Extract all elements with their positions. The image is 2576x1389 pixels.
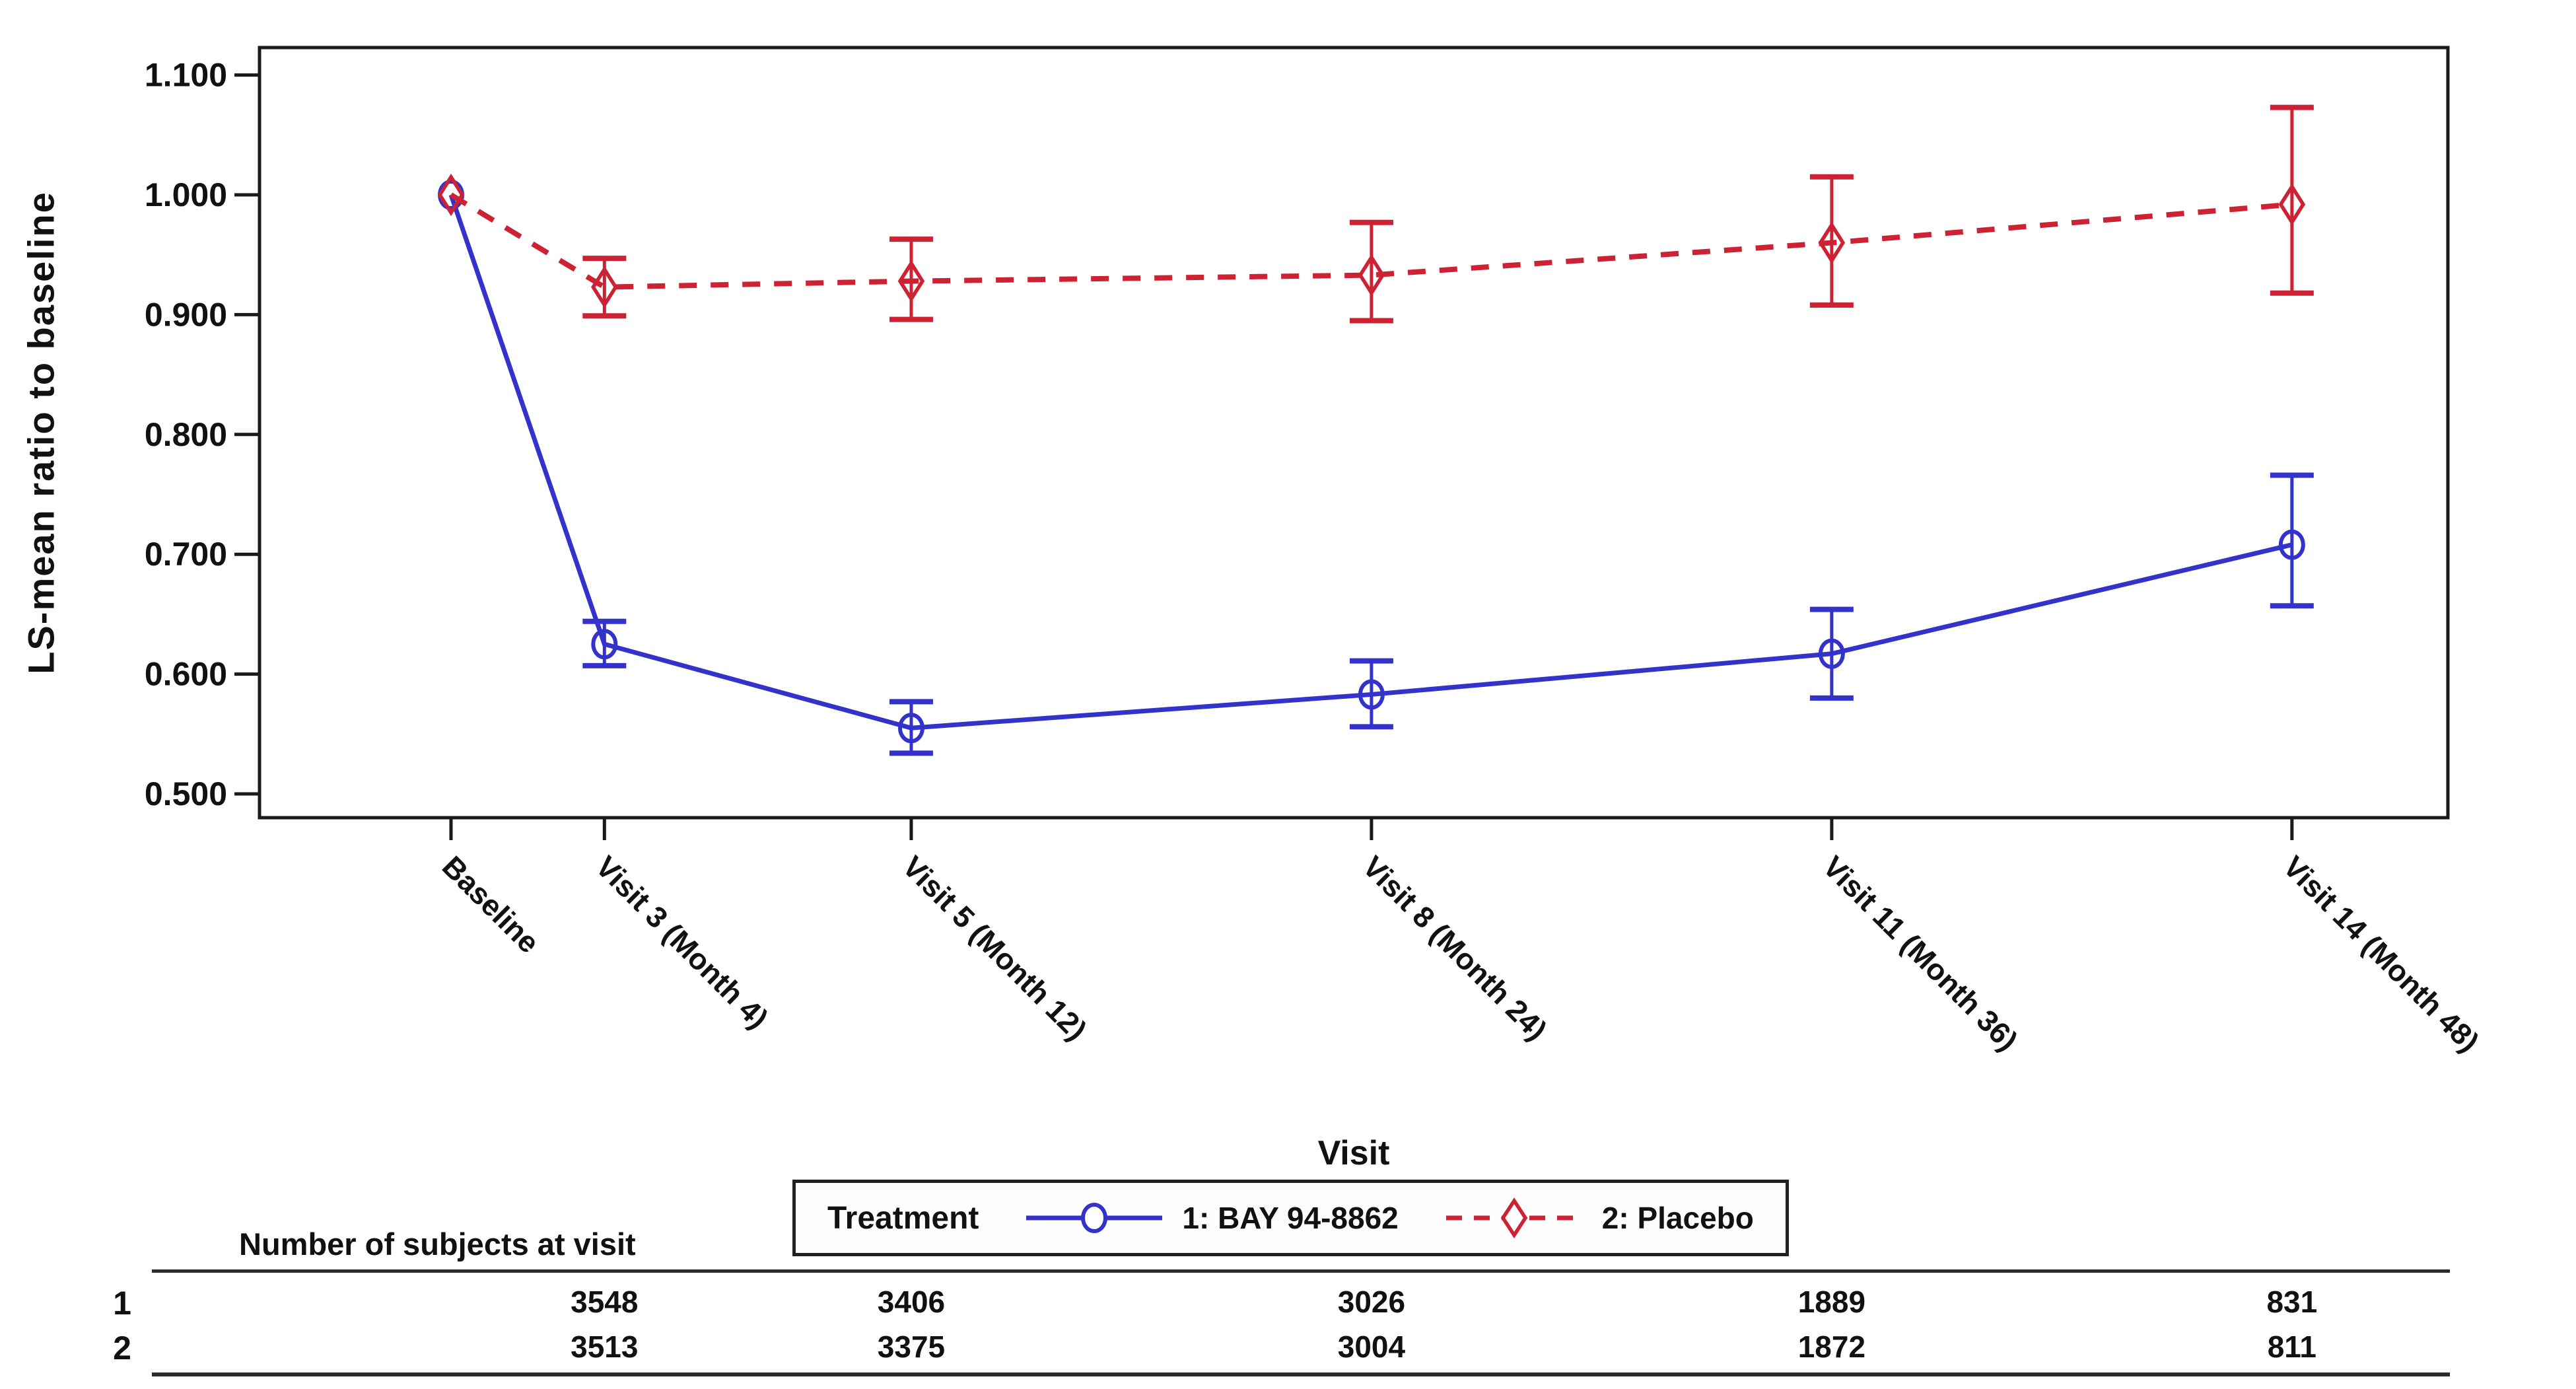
subject-count: 3513 bbox=[571, 1330, 639, 1364]
y-tick-label: 1.100 bbox=[145, 57, 227, 94]
legend-title: Treatment bbox=[827, 1200, 979, 1236]
subject-count: 3375 bbox=[877, 1330, 946, 1364]
marker-diamond bbox=[897, 260, 925, 303]
x-tick-label: Visit 14 (Month 48) bbox=[2277, 849, 2486, 1059]
y-tick-label: 0.700 bbox=[145, 536, 227, 573]
subject-table-top-rule bbox=[152, 1269, 2450, 1273]
legend-line-diamond-icon bbox=[1445, 1197, 1582, 1239]
legend: Treatment 1: BAY 94-8862 2: Placebo bbox=[792, 1180, 1789, 1256]
legend-line-circle-icon bbox=[1026, 1203, 1163, 1233]
subject-count: 1889 bbox=[1797, 1285, 1866, 1319]
subject-row-label: 2 bbox=[113, 1330, 131, 1367]
subject-count: 3548 bbox=[571, 1285, 639, 1319]
subject-count: 3004 bbox=[1337, 1330, 1406, 1364]
marker-diamond bbox=[437, 173, 465, 217]
marker-diamond bbox=[1818, 221, 1846, 264]
plot-border bbox=[258, 46, 2450, 820]
y-axis-title: LS-mean ratio to baseline bbox=[20, 191, 62, 674]
subject-count: 1872 bbox=[1797, 1330, 1866, 1364]
y-tick-label: 0.600 bbox=[145, 656, 227, 693]
y-tick-label: 0.500 bbox=[145, 775, 227, 812]
marker-diamond bbox=[591, 266, 618, 308]
marker-diamond bbox=[2278, 183, 2306, 226]
subject-count: 3406 bbox=[877, 1285, 946, 1319]
legend-item-1: 1: BAY 94-8862 bbox=[1025, 1197, 1399, 1239]
marker-circle bbox=[1358, 679, 1385, 710]
x-tick-label: Visit 11 (Month 36) bbox=[1817, 849, 2025, 1057]
subject-table-title: Number of subjects at visit bbox=[239, 1227, 636, 1262]
subject-count: 3026 bbox=[1337, 1285, 1406, 1319]
x-tick-label: Baseline bbox=[436, 849, 546, 960]
y-tick-label: 0.800 bbox=[145, 416, 227, 453]
series-line-1 bbox=[448, 194, 2293, 730]
marker-circle bbox=[2278, 529, 2305, 560]
legend-item-2: 2: Placebo bbox=[1445, 1197, 1754, 1239]
legend-items: 1: BAY 94-8862 2: Placebo bbox=[1025, 1197, 1754, 1239]
marker-circle bbox=[591, 629, 618, 660]
subject-count: 831 bbox=[2266, 1285, 2318, 1319]
y-tick-label: 0.900 bbox=[145, 296, 227, 333]
subject-count: 811 bbox=[2267, 1330, 2316, 1364]
legend-series-label: 2: Placebo bbox=[1601, 1201, 1754, 1235]
subject-row-label: 1 bbox=[113, 1285, 131, 1322]
legend-series-label: 1: BAY 94-8862 bbox=[1182, 1201, 1399, 1235]
x-tick-label: Visit 5 (Month 12) bbox=[896, 849, 1094, 1047]
marker-circle bbox=[897, 713, 924, 744]
x-tick-label: Visit 3 (Month 4) bbox=[589, 849, 775, 1035]
x-axis-title: Visit bbox=[1317, 1134, 1390, 1172]
marker-circle bbox=[1818, 638, 1845, 669]
subject-table-bottom-rule bbox=[152, 1372, 2450, 1376]
x-tick-label: Visit 8 (Month 24) bbox=[1356, 849, 1554, 1047]
y-tick-label: 1.000 bbox=[145, 176, 227, 213]
marker-diamond bbox=[1358, 254, 1385, 297]
